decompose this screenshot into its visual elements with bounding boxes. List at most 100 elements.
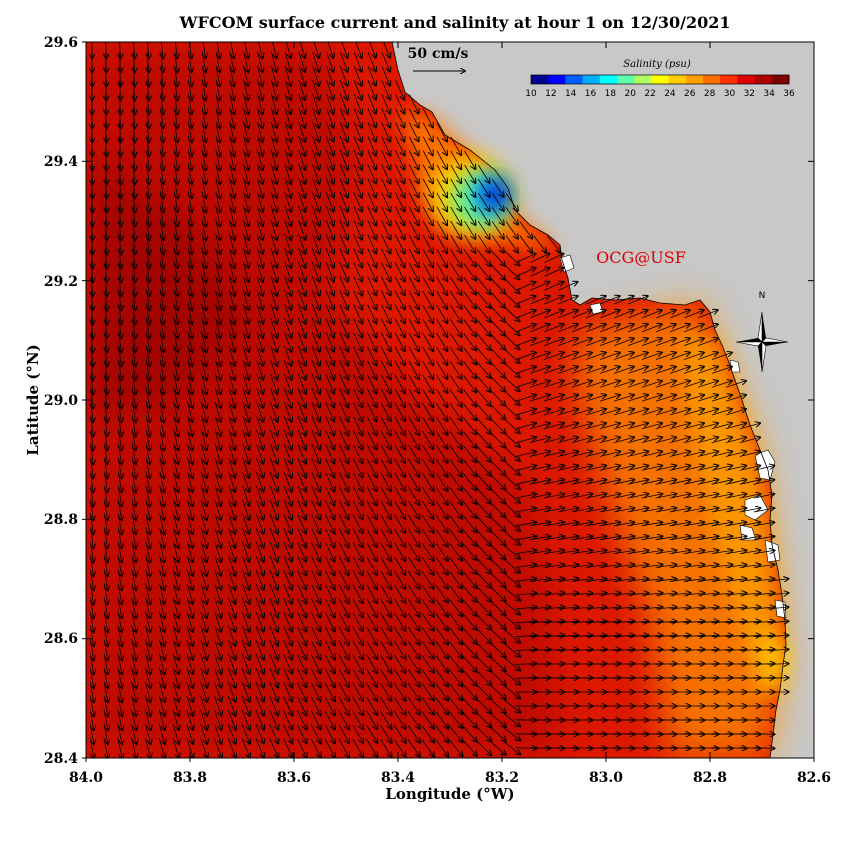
current-vector	[285, 42, 291, 58]
current-vector	[147, 42, 149, 59]
current-vector	[187, 233, 192, 255]
current-vector	[463, 305, 476, 323]
current-vector	[215, 121, 220, 143]
colorbar-swatch	[685, 75, 704, 84]
current-vector	[257, 65, 263, 86]
current-vector	[242, 247, 248, 268]
current-vector	[119, 275, 121, 297]
current-vector	[491, 178, 503, 197]
colorbar-tick-label: 32	[744, 89, 755, 99]
current-vector	[600, 324, 620, 333]
current-vector	[91, 303, 93, 325]
current-vector	[339, 122, 347, 142]
current-vector	[201, 93, 206, 115]
current-vector	[381, 80, 390, 99]
current-vector	[353, 276, 363, 295]
current-vector	[298, 247, 306, 268]
current-vector	[284, 51, 291, 72]
colorbar-tick-label: 30	[724, 89, 736, 99]
current-vector	[395, 192, 404, 212]
current-vector	[436, 304, 448, 323]
current-vector	[160, 247, 163, 269]
current-vector	[326, 65, 334, 86]
current-vector	[91, 247, 92, 269]
current-vector	[449, 318, 461, 337]
current-vector	[312, 177, 320, 198]
current-vector	[270, 275, 277, 296]
current-vector	[312, 135, 320, 156]
current-vector	[105, 303, 107, 325]
current-vector	[256, 233, 263, 254]
current-vector	[105, 219, 107, 241]
current-vector	[92, 205, 93, 227]
current-vector	[133, 121, 135, 143]
current-vector	[228, 317, 234, 338]
current-vector	[628, 324, 648, 333]
current-vector	[256, 275, 263, 296]
current-vector	[229, 219, 235, 240]
current-vector	[256, 177, 263, 198]
current-vector	[394, 276, 405, 296]
current-vector	[450, 178, 461, 197]
current-vector	[353, 192, 362, 211]
current-vector	[422, 164, 433, 184]
current-vector	[684, 310, 703, 319]
current-vector	[91, 317, 93, 339]
current-vector	[311, 262, 319, 282]
current-vector	[215, 303, 221, 324]
current-vector	[270, 303, 277, 324]
current-vector	[120, 42, 121, 59]
current-vector	[270, 191, 277, 212]
current-vector	[106, 93, 107, 115]
current-vector	[339, 108, 347, 128]
current-vector	[298, 149, 305, 170]
current-vector	[257, 135, 262, 156]
current-vector	[256, 261, 263, 282]
current-vector	[257, 107, 262, 128]
current-vector	[188, 79, 191, 101]
current-vector	[505, 207, 518, 224]
current-vector	[298, 275, 306, 296]
current-vector	[353, 304, 363, 323]
current-vector	[91, 233, 92, 255]
current-vector	[229, 65, 234, 87]
current-vector	[133, 205, 135, 227]
current-vector	[367, 80, 376, 99]
current-vector	[91, 219, 92, 241]
current-vector	[147, 233, 150, 255]
current-vector	[257, 93, 263, 114]
current-vector	[530, 254, 550, 263]
current-vector	[409, 122, 418, 142]
current-vector	[381, 52, 390, 71]
current-vector	[299, 42, 305, 58]
current-vector	[504, 320, 519, 335]
current-vector	[298, 79, 305, 100]
current-vector	[504, 292, 519, 308]
current-vector	[187, 121, 191, 143]
current-vector	[133, 107, 135, 129]
current-vector	[367, 164, 376, 183]
current-vector	[133, 42, 134, 59]
current-vector	[339, 234, 348, 253]
current-vector	[215, 93, 220, 115]
current-vector	[381, 276, 390, 296]
current-vector	[160, 261, 163, 283]
current-vector	[215, 261, 221, 282]
current-vector	[187, 247, 192, 269]
current-vector	[353, 178, 362, 197]
current-vector	[161, 51, 163, 73]
current-vector	[408, 150, 418, 170]
current-vector	[380, 318, 390, 338]
current-vector	[270, 261, 277, 282]
current-vector	[436, 262, 448, 281]
colorbar-tick-label: 36	[783, 89, 795, 99]
current-vector	[340, 65, 347, 86]
current-vector	[586, 296, 605, 305]
current-vector	[215, 247, 221, 268]
current-vector	[215, 51, 220, 73]
current-vector	[119, 107, 120, 129]
current-vector	[215, 289, 221, 310]
current-vector	[408, 220, 419, 240]
current-vector	[325, 248, 334, 268]
current-vector	[353, 52, 361, 72]
